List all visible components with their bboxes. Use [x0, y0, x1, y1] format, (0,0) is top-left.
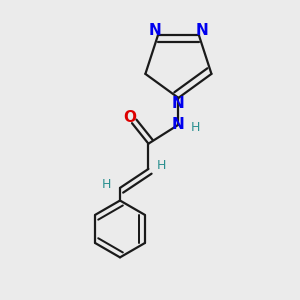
Text: O: O: [123, 110, 136, 125]
Text: H: H: [102, 178, 111, 190]
Text: H: H: [191, 122, 200, 134]
Text: N: N: [196, 23, 208, 38]
Text: H: H: [157, 159, 166, 172]
Text: N: N: [148, 23, 161, 38]
Text: N: N: [172, 96, 185, 111]
Text: N: N: [172, 117, 185, 132]
